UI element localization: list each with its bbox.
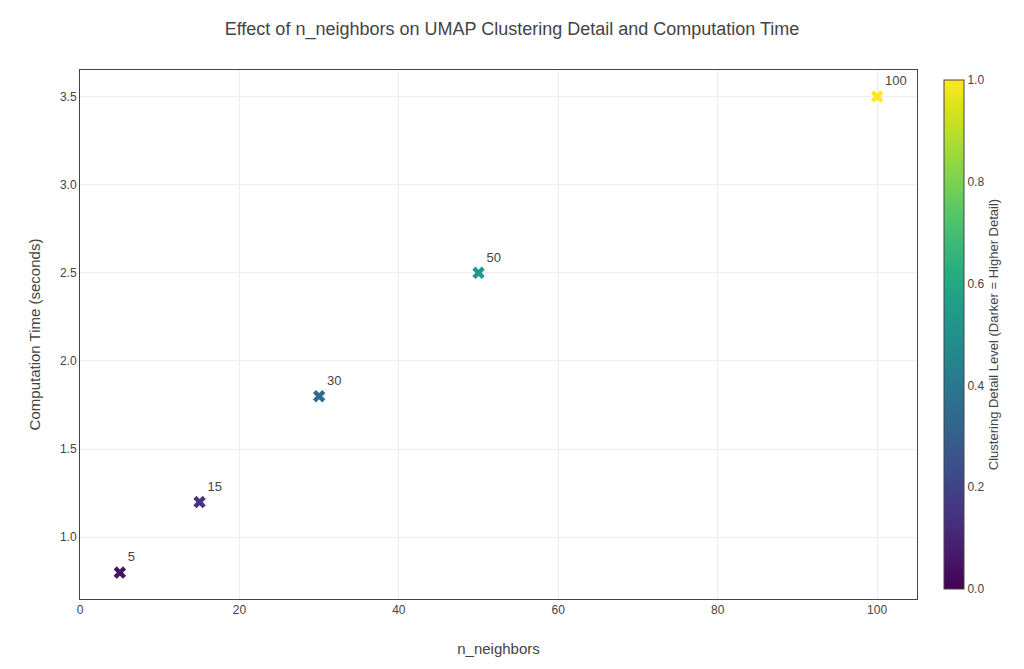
svg-text:Clustering Detail Level (Darke: Clustering Detail Level (Darker = Higher… xyxy=(986,199,1001,470)
svg-text:80: 80 xyxy=(711,603,725,617)
svg-text:1.0: 1.0 xyxy=(967,73,984,87)
svg-text:3.0: 3.0 xyxy=(60,178,77,192)
svg-text:0: 0 xyxy=(77,603,84,617)
svg-text:100: 100 xyxy=(867,603,887,617)
svg-text:60: 60 xyxy=(552,603,566,617)
svg-text:3.5: 3.5 xyxy=(60,90,77,104)
svg-text:Effect of n_neighbors on UMAP: Effect of n_neighbors on UMAP Clustering… xyxy=(225,19,800,40)
svg-text:2.0: 2.0 xyxy=(60,354,77,368)
svg-text:5: 5 xyxy=(128,549,135,564)
svg-text:0.6: 0.6 xyxy=(967,277,984,291)
svg-text:40: 40 xyxy=(392,603,406,617)
svg-text:Computation Time (seconds): Computation Time (seconds) xyxy=(26,239,43,431)
svg-text:n_neighbors: n_neighbors xyxy=(457,640,540,657)
svg-text:1.5: 1.5 xyxy=(60,442,77,456)
svg-text:1.0: 1.0 xyxy=(60,530,77,544)
svg-text:100: 100 xyxy=(885,73,907,88)
svg-text:15: 15 xyxy=(207,479,221,494)
svg-text:0.4: 0.4 xyxy=(967,379,984,393)
svg-text:0.8: 0.8 xyxy=(967,175,984,189)
svg-text:50: 50 xyxy=(486,250,500,265)
svg-text:20: 20 xyxy=(233,603,247,617)
svg-text:0.0: 0.0 xyxy=(967,582,984,596)
svg-text:30: 30 xyxy=(327,373,341,388)
svg-text:0.2: 0.2 xyxy=(967,480,984,494)
svg-text:2.5: 2.5 xyxy=(60,266,77,280)
